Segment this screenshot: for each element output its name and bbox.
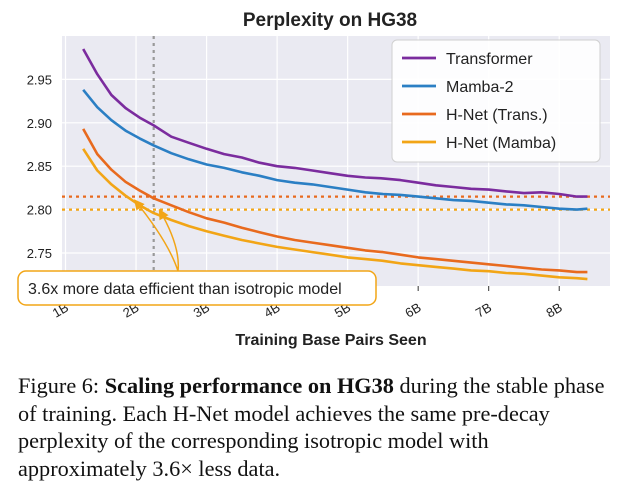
y-tick-label: 2.90	[27, 116, 52, 131]
legend-label: H-Net (Mamba)	[446, 135, 556, 152]
y-tick-label: 2.95	[27, 72, 52, 87]
x-axis-label: Training Base Pairs Seen	[235, 332, 426, 349]
y-tick-label: 2.85	[27, 159, 52, 174]
reference-lines	[62, 36, 610, 286]
x-tick-label: 7B	[473, 300, 494, 321]
x-tick-label: 6B	[402, 300, 423, 321]
legend-label: H-Net (Trans.)	[446, 107, 548, 124]
chart-title: Perplexity on HG38	[243, 10, 417, 31]
y-tick-label: 2.75	[27, 246, 52, 261]
annotation-box	[17, 270, 377, 306]
annotation-arrow	[158, 208, 180, 272]
annotation-arrows	[133, 199, 180, 272]
caption-label: Figure 6:	[18, 373, 105, 398]
figure-caption: Figure 6: Scaling performance on HG38 du…	[18, 372, 614, 482]
y-tick-label: 2.80	[27, 203, 52, 218]
x-tick-label: 8B	[543, 300, 564, 321]
caption-text: during the stable phase of training. Eac…	[18, 373, 605, 481]
legend-label: Transformer	[446, 51, 533, 68]
series-line	[82, 48, 588, 198]
legend: Transformer Mamba-2 H-Net (Trans.) H-Net (M…	[391, 39, 601, 163]
chart: Perplexity on HG38 1B 2B 3B 4B 5B 6B 7B 8B2.752…	[17, 10, 610, 349]
legend-label: Mamba-2	[446, 79, 514, 96]
annotation: 3.6x more data efficient than isotropic …	[17, 270, 377, 306]
legend-box	[391, 39, 601, 163]
series-line	[82, 128, 588, 274]
series-line	[82, 148, 588, 281]
annotation-arrow	[133, 199, 179, 272]
annotation-text: 3.6x more data efficient than isotropic …	[28, 281, 342, 298]
series-line	[82, 88, 588, 211]
caption-bold: Scaling performance on HG38	[104, 373, 394, 398]
series-lines	[82, 48, 588, 281]
